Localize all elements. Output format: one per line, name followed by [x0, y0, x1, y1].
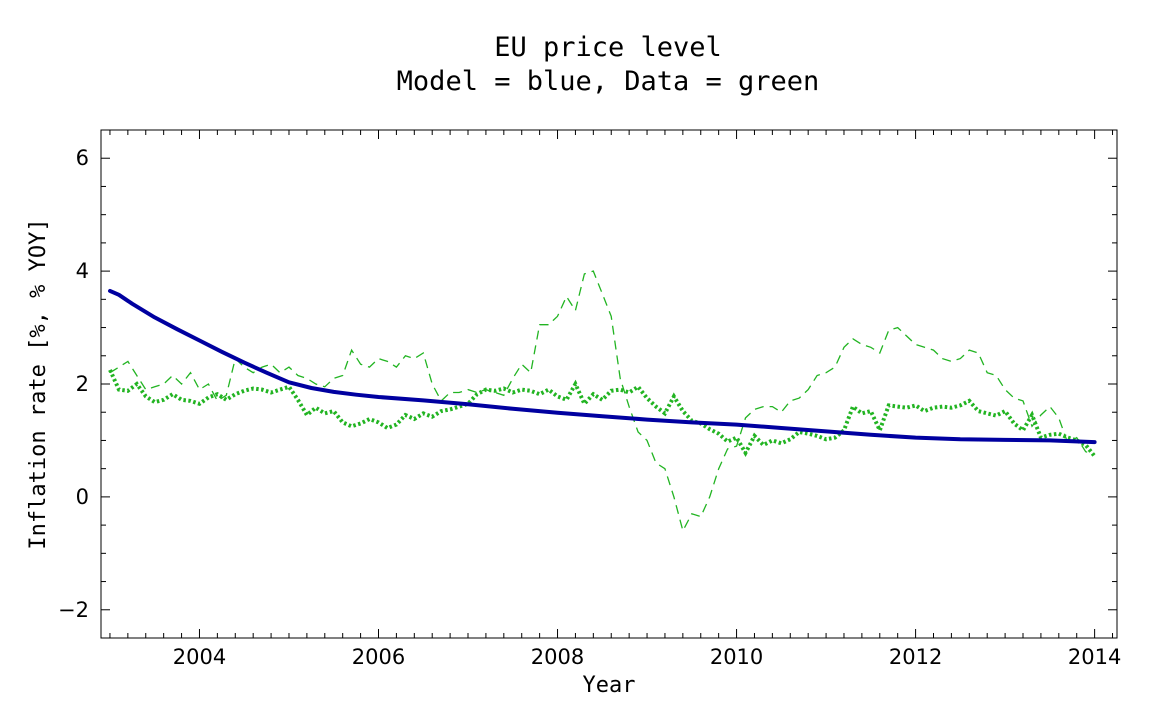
- series-layer: [108, 270, 1097, 533]
- y-tick-label: 6: [76, 146, 89, 170]
- chart-subtitle: Model = blue, Data = green: [397, 66, 820, 97]
- data-line-dotted: [108, 369, 1097, 458]
- x-tick-label: 2012: [889, 645, 942, 669]
- x-tick-label: 2008: [531, 645, 584, 669]
- x-tick-label: 2014: [1068, 645, 1121, 669]
- y-tick-label: −2: [58, 598, 89, 622]
- x-axis: 2004 2006 2008 2010 2012 2014: [109, 130, 1121, 669]
- data-line-dashed: [109, 270, 1095, 533]
- model-line: [108, 288, 1097, 445]
- y-axis: −2 0 2 4 6: [58, 129, 1117, 639]
- x-tick-label: 2006: [352, 645, 405, 669]
- x-tick-label: 2010: [710, 645, 763, 669]
- chart-title: EU price level: [494, 32, 722, 63]
- x-tick-label: 2004: [173, 645, 226, 669]
- x-axis-label: Year: [583, 673, 636, 698]
- y-axis-label: Inflation rate [%, % YOY]: [26, 218, 51, 549]
- y-tick-label: 2: [76, 372, 89, 396]
- y-tick-label: 0: [76, 485, 89, 509]
- y-tick-label: 4: [76, 259, 89, 283]
- plot-frame: [100, 129, 1118, 639]
